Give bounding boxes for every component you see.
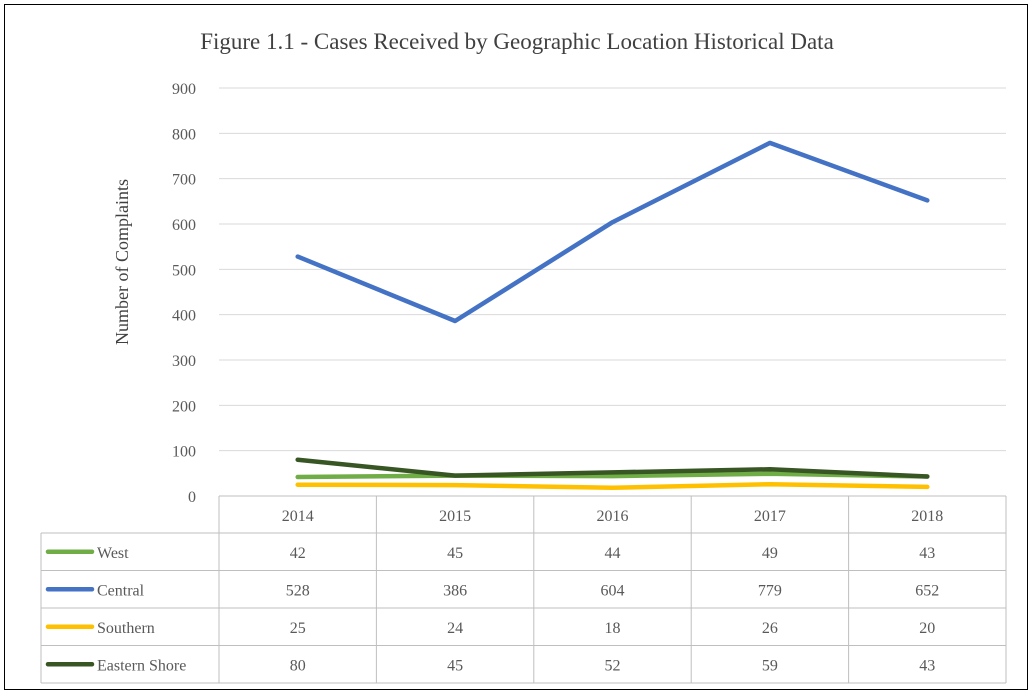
y-tick-label: 100 [172, 444, 196, 461]
table-cell-west: 42 [290, 545, 306, 562]
legend-label-west: West [97, 545, 129, 562]
y-tick-label: 800 [172, 126, 196, 143]
table-cell-west: 44 [605, 545, 621, 562]
y-tick-label: 900 [172, 81, 196, 98]
y-tick-label: 500 [172, 262, 196, 279]
y-axis-label: Number of Complaints [112, 179, 132, 345]
table-cell-eastern-shore: 59 [762, 657, 778, 674]
series-line-southern [295, 481, 930, 491]
table-cell-southern: 24 [447, 620, 463, 637]
table-cell-central: 604 [601, 582, 625, 599]
legend-label-eastern-shore: Eastern Shore [97, 657, 186, 674]
y-tick-label: 400 [172, 308, 196, 325]
table-cell-eastern-shore: 80 [290, 657, 306, 674]
table-cell-central: 779 [758, 582, 782, 599]
x-tick-label-2017: 2017 [754, 508, 786, 525]
table-cell-eastern-shore: 43 [919, 657, 935, 674]
series-line-west [295, 471, 930, 480]
y-tick-label: 0 [188, 489, 196, 506]
chart-frame [4, 4, 1028, 690]
table-cell-eastern-shore: 45 [447, 657, 463, 674]
table-cell-west: 45 [447, 545, 463, 562]
legend-label-southern: Southern [97, 620, 155, 637]
series-lines [295, 140, 930, 491]
y-tick-label: 200 [172, 398, 196, 415]
table-cell-west: 49 [762, 545, 778, 562]
table-cell-southern: 25 [290, 620, 306, 637]
y-tick-label: 300 [172, 353, 196, 370]
x-tick-label-2016: 2016 [597, 508, 629, 525]
table-cell-central: 652 [915, 582, 939, 599]
table-cell-central: 528 [286, 582, 310, 599]
series-line-central [295, 140, 930, 324]
table-cell-southern: 18 [605, 620, 621, 637]
table-cell-west: 43 [919, 545, 935, 562]
legend-label-central: Central [97, 582, 145, 599]
y-tick-label: 700 [172, 172, 196, 189]
table-cell-southern: 26 [762, 620, 778, 637]
table-cell-southern: 20 [919, 620, 935, 637]
gridlines [219, 87, 1006, 452]
x-tick-label-2014: 2014 [282, 508, 314, 525]
series-line-eastern-shore [295, 457, 930, 479]
x-tick-label-2018: 2018 [911, 508, 943, 525]
table-cell-central: 386 [443, 582, 467, 599]
y-tick-labels: 0 100 200 300 400 500 600 700 800 900 [172, 81, 196, 506]
y-tick-label: 600 [172, 217, 196, 234]
x-tick-label-2015: 2015 [439, 508, 471, 525]
chart-title: Figure 1.1 - Cases Received by Geographi… [200, 29, 834, 54]
table-cell-eastern-shore: 52 [605, 657, 621, 674]
